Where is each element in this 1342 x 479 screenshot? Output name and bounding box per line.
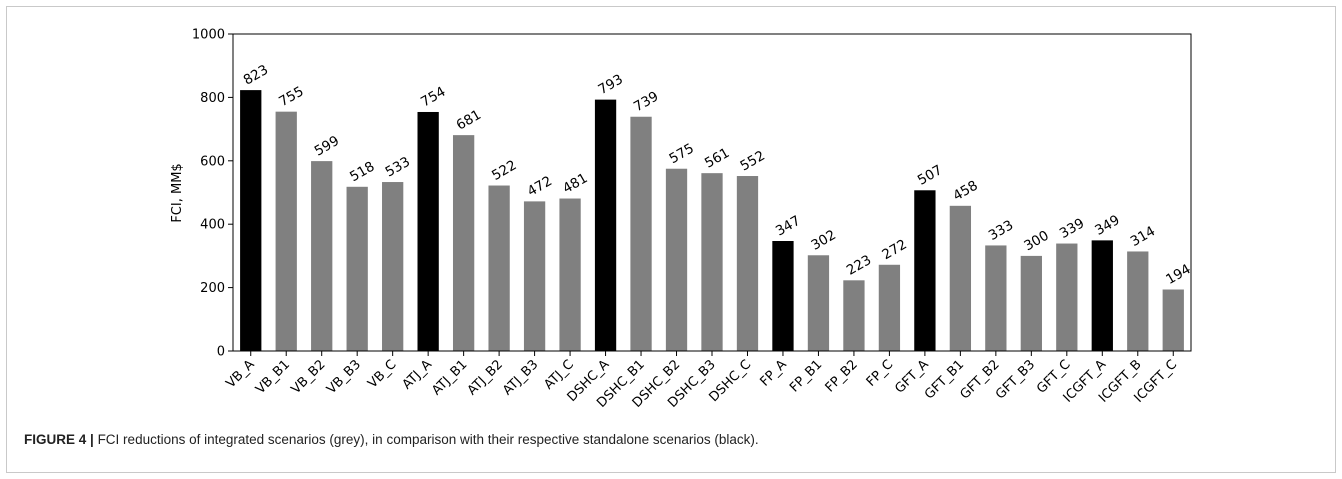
bar-value-label: 552: [737, 148, 767, 175]
bar-dshc-b2: [665, 168, 688, 351]
figure-frame: [6, 6, 1336, 473]
bar-icgft-b: [1127, 251, 1149, 351]
bar-icgft-a: [1091, 240, 1113, 351]
bar-vb-b1: [275, 111, 297, 351]
bar-gft-b3: [1020, 255, 1042, 351]
bar-value-label: 823: [241, 62, 271, 89]
bar-value-label: 349: [1092, 212, 1122, 239]
bar-value-label: 575: [667, 140, 697, 167]
bar-value-label: 314: [1128, 223, 1158, 250]
bar-fp-a: [772, 241, 794, 351]
x-tick-label: VB_B2: [289, 357, 329, 397]
bar-gft-b2: [985, 245, 1007, 351]
bar-atj-b2: [488, 185, 510, 351]
bar-value-label: 533: [383, 154, 413, 181]
x-tick-label: ATJ_B3: [500, 357, 541, 398]
x-tick-label: FP_A: [757, 357, 789, 389]
x-tick-label: VB_B1: [253, 357, 293, 397]
x-tick-label: FP_B1: [787, 357, 825, 395]
bar-dshc-b3: [701, 173, 723, 351]
bar-value-label: 755: [276, 83, 306, 110]
bar-value-label: 681: [454, 107, 484, 134]
bar-vb-b2: [311, 161, 333, 351]
bar-value-label: 194: [1163, 261, 1193, 288]
bar-value-label: 739: [631, 88, 661, 115]
y-tick-label: 1000: [192, 28, 225, 43]
bar-value-label: 481: [560, 170, 590, 197]
bar-dshc-a: [594, 99, 617, 351]
x-tick-label: GFT_B3: [993, 357, 1038, 402]
bar-value-label: 302: [808, 227, 838, 254]
x-tick-label: ATJ_B2: [465, 357, 506, 398]
x-tick-label: VB_B3: [324, 357, 364, 397]
bar-vb-b3: [346, 186, 368, 351]
bar-atj-b1: [452, 135, 475, 351]
bar-value-label: 339: [1057, 215, 1087, 242]
figure-caption: FIGURE 4 | FCI reductions of integrated …: [24, 432, 759, 447]
bar-gft-c: [1056, 243, 1078, 351]
bar-value-label: 793: [596, 71, 626, 98]
caption-label: FIGURE 4 |: [24, 432, 94, 447]
bar-value-label: 333: [986, 217, 1016, 244]
y-tick-label: 400: [200, 218, 225, 233]
y-tick-label: 800: [200, 91, 225, 106]
y-axis-label: FCI, MM$: [170, 163, 185, 222]
bar-vb-a: [240, 90, 262, 351]
bar-atj-c: [559, 198, 581, 351]
y-tick-label: 600: [200, 154, 225, 169]
bar-gft-a: [914, 190, 936, 351]
x-tick-label: FP_C: [864, 357, 896, 389]
bar-dshc-b1: [630, 116, 652, 351]
bar-gft-b1: [949, 205, 972, 351]
bar-value-label: 347: [773, 213, 803, 240]
y-tick-label: 200: [200, 281, 225, 296]
bar-fp-c: [878, 264, 901, 351]
bar-value-label: 300: [1021, 228, 1051, 255]
caption-text: FCI reductions of integrated scenarios (…: [97, 432, 759, 447]
bar-value-label: 472: [525, 173, 555, 200]
bar-value-label: 272: [879, 236, 909, 263]
bar-vb-c: [382, 182, 404, 351]
bars: [240, 90, 1184, 352]
x-tick-label: FP_B2: [823, 357, 861, 395]
bar-value-label: 223: [844, 252, 874, 279]
y-tick-label: 0: [217, 345, 225, 360]
y-axis-ticks: 0 200 400 600 800 1000: [192, 28, 233, 360]
bar-value-label: 522: [489, 157, 519, 184]
bar-value-label: 507: [915, 162, 945, 189]
bar-icgft-c: [1162, 289, 1184, 351]
bar-atj-a: [417, 111, 439, 352]
bar-value-label: 561: [702, 145, 732, 172]
bar-atj-b3: [523, 201, 546, 351]
plot-area-border: [232, 33, 1192, 352]
x-tick-label: ATJ_B1: [429, 357, 470, 398]
bar-value-label: 754: [418, 84, 448, 111]
bar-dshc-c: [736, 176, 759, 351]
bar-value-label: 518: [347, 159, 377, 186]
bar-value-label: 458: [950, 178, 980, 205]
bar-fp-b1: [807, 255, 830, 351]
bar-value-label: 599: [312, 133, 342, 160]
bar-fp-b2: [843, 280, 865, 351]
x-tick-label: VB_C: [365, 357, 399, 391]
